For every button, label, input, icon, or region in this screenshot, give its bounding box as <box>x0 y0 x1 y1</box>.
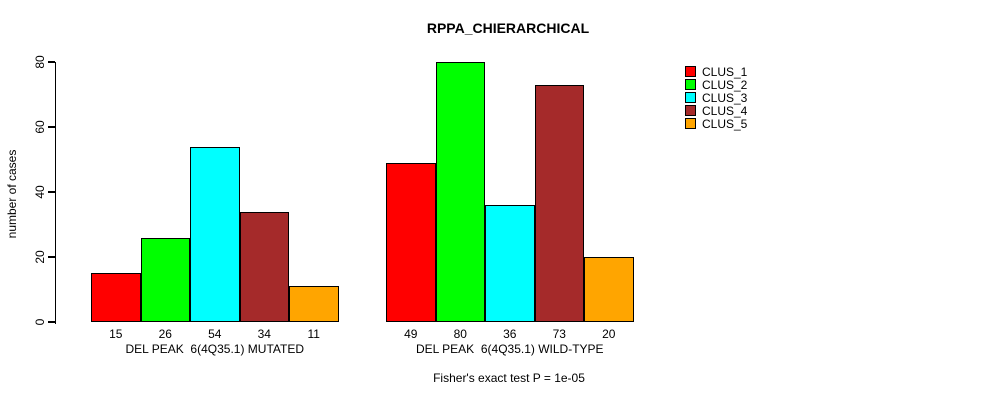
bar-clus_3 <box>190 146 240 322</box>
bar-value-label: 11 <box>307 327 320 341</box>
legend-swatch-clus_2 <box>685 79 696 90</box>
bar-value-label: 73 <box>552 327 566 341</box>
bar-value-label: 15 <box>109 327 123 341</box>
fisher-test-note: Fisher's exact test P = 1e-05 <box>433 371 585 385</box>
y-tick-mark <box>47 191 55 193</box>
bar-value-label: 36 <box>503 327 517 341</box>
bar-clus_4 <box>534 84 584 322</box>
y-tick-label: 80 <box>33 55 47 69</box>
y-tick-label: 20 <box>33 250 47 264</box>
bar-clus_2 <box>435 62 485 322</box>
bar-value-label: 34 <box>257 327 271 341</box>
y-axis-line <box>54 62 56 324</box>
y-axis-label: number of cases <box>5 149 19 239</box>
bar-clus_3 <box>485 205 535 322</box>
bar-clus_1 <box>91 273 141 322</box>
legend-swatch-clus_4 <box>685 105 696 116</box>
bar-clus_5 <box>584 257 634 322</box>
legend-label-clus_2: CLUS_2 <box>702 78 748 92</box>
legend-swatch-clus_5 <box>685 118 696 129</box>
bar-clus_1 <box>386 162 436 322</box>
bar-value-label: 20 <box>602 327 616 341</box>
legend-swatch-clus_1 <box>685 66 696 77</box>
bar-clus_5 <box>289 286 339 322</box>
group-label: DEL PEAK 6(4Q35.1) WILD-TYPE <box>415 342 604 356</box>
bar-value-label: 54 <box>208 327 222 341</box>
legend-label-clus_5: CLUS_5 <box>702 117 748 131</box>
y-tick-mark <box>47 256 55 258</box>
y-tick-mark <box>47 61 55 63</box>
y-tick-label: 40 <box>33 185 47 199</box>
bar-clus_4 <box>239 211 289 322</box>
y-tick-label: 0 <box>33 318 47 326</box>
bar-clus_2 <box>140 237 190 322</box>
legend-label-clus_3: CLUS_3 <box>702 91 748 105</box>
y-tick-mark <box>47 321 55 323</box>
bar-value-label: 26 <box>158 327 172 341</box>
y-tick-mark <box>47 126 55 128</box>
y-tick-label: 60 <box>33 120 47 134</box>
legend-swatch-clus_3 <box>685 92 696 103</box>
bar-value-label: 80 <box>453 327 467 341</box>
legend-label-clus_1: CLUS_1 <box>702 65 748 79</box>
chart-title: RPPA_CHIERARCHICAL <box>426 20 590 36</box>
bar-value-label: 49 <box>404 327 418 341</box>
group-label: DEL PEAK 6(4Q35.1) MUTATED <box>125 342 305 356</box>
legend-label-clus_4: CLUS_4 <box>702 104 748 118</box>
